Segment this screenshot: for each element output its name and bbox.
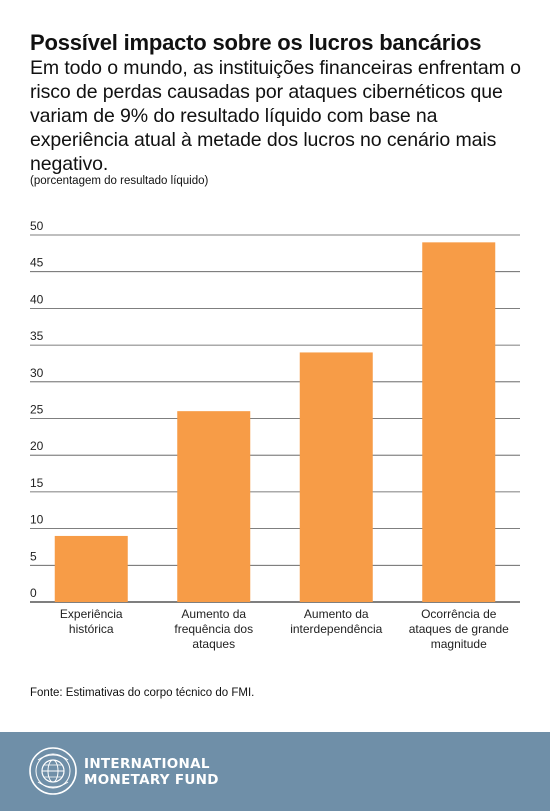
y-tick-label: 5: [30, 549, 37, 563]
footer-bar: INTERNATIONAL MONETARY FUND: [0, 732, 550, 811]
x-tick-label: Aumento da: [181, 607, 246, 621]
y-tick-label: 35: [30, 329, 44, 343]
y-tick-label: 10: [30, 513, 44, 527]
y-tick-label: 25: [30, 403, 44, 417]
x-tick-label: magnitude: [431, 637, 487, 651]
org-name: INTERNATIONAL MONETARY FUND: [84, 756, 219, 788]
org-name-line1: INTERNATIONAL: [84, 756, 210, 772]
y-tick-label: 15: [30, 476, 44, 490]
y-tick-label: 40: [30, 292, 44, 306]
org-name-line2: MONETARY FUND: [84, 772, 219, 788]
y-tick-label: 30: [30, 366, 44, 380]
x-tick-label: frequência dos: [174, 622, 253, 636]
bar: [54, 535, 128, 602]
source-note: Fonte: Estimativas do corpo técnico do F…: [30, 687, 255, 699]
y-tick-label: 50: [30, 219, 44, 233]
x-tick-label: interdependência: [290, 622, 382, 636]
chart-title: Possível impacto sobre os lucros bancári…: [30, 30, 482, 55]
unit-note: (porcentagem do resultado líquido): [30, 175, 209, 187]
y-tick-label: 45: [30, 256, 44, 270]
bar: [422, 242, 496, 602]
x-tick-label: ataques de grande: [409, 622, 509, 636]
chart-subtitle: Em todo o mundo, as instituições finance…: [30, 57, 521, 175]
y-tick-label: 20: [30, 439, 44, 453]
imf-seal-icon: [29, 747, 77, 795]
bar: [299, 352, 373, 602]
x-tick-label: histórica: [69, 622, 114, 636]
bar-chart: 0 5 10 15 20 25 30 35 40 45 50 Experiênciahistórica…: [30, 219, 520, 651]
x-tick-label: Aumento da: [304, 607, 369, 621]
bar: [177, 411, 251, 602]
y-tick-label: 0: [30, 586, 37, 600]
x-tick-label: Experiência: [60, 607, 123, 621]
x-tick-label: ataques: [192, 637, 235, 651]
x-tick-label: Ocorrência de: [421, 607, 497, 621]
